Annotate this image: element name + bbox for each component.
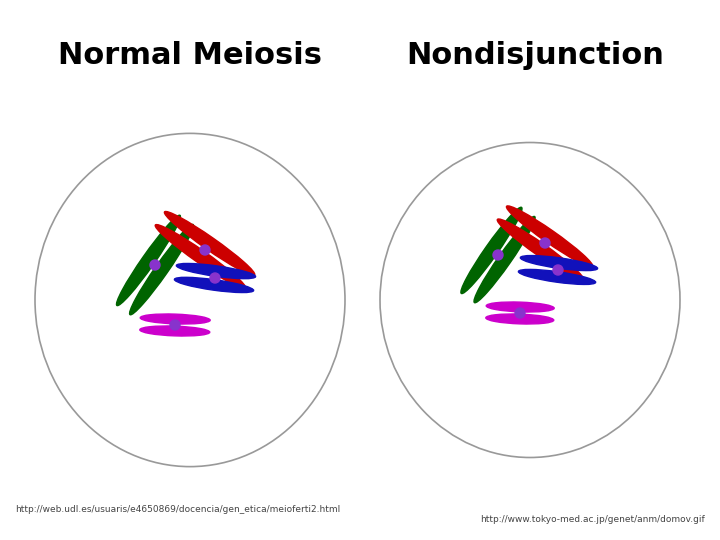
- Ellipse shape: [518, 269, 595, 285]
- Ellipse shape: [474, 217, 535, 303]
- Circle shape: [515, 308, 525, 318]
- Ellipse shape: [486, 302, 554, 312]
- Text: http://www.tokyo-med.ac.jp/genet/anm/domov.gif: http://www.tokyo-med.ac.jp/genet/anm/dom…: [480, 516, 705, 524]
- Circle shape: [200, 245, 210, 255]
- Text: Normal Meiosis: Normal Meiosis: [58, 40, 322, 70]
- Ellipse shape: [174, 278, 253, 293]
- Ellipse shape: [498, 219, 584, 280]
- Ellipse shape: [486, 314, 554, 324]
- Ellipse shape: [506, 206, 593, 267]
- Text: Nondisjunction: Nondisjunction: [406, 40, 664, 70]
- Circle shape: [540, 238, 550, 248]
- Circle shape: [493, 250, 503, 260]
- Circle shape: [210, 273, 220, 283]
- Text: http://web.udl.es/usuaris/e4650869/docencia/gen_etica/meioferti2.html: http://web.udl.es/usuaris/e4650869/docen…: [15, 505, 341, 515]
- Ellipse shape: [140, 326, 210, 336]
- Ellipse shape: [176, 264, 256, 279]
- Ellipse shape: [140, 314, 210, 324]
- Ellipse shape: [461, 207, 522, 294]
- Ellipse shape: [130, 225, 194, 315]
- Ellipse shape: [117, 215, 181, 306]
- Circle shape: [553, 265, 563, 275]
- Ellipse shape: [164, 212, 255, 275]
- Ellipse shape: [156, 225, 246, 288]
- Circle shape: [170, 320, 180, 330]
- Ellipse shape: [521, 255, 598, 271]
- Circle shape: [150, 260, 160, 270]
